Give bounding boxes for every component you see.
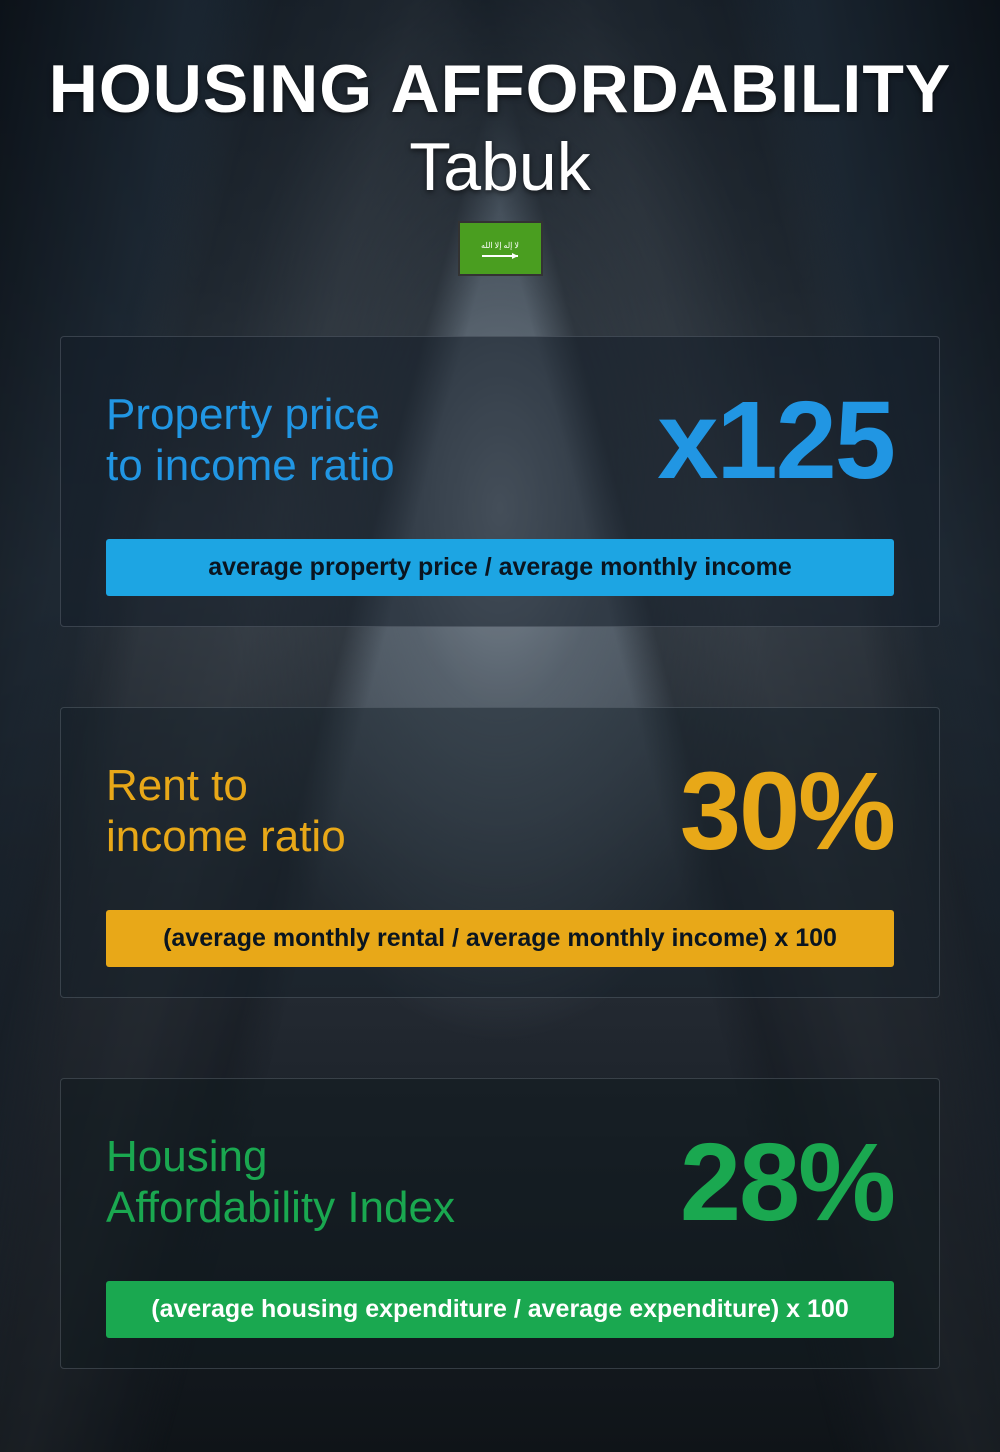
metric-label: Property price to income ratio xyxy=(106,390,395,491)
metric-card-price-income: Property price to income ratio x125 aver… xyxy=(60,336,940,627)
infographic-container: HOUSING AFFORDABILITY Tabuk لا إله إلا ا… xyxy=(0,0,1000,1452)
metric-row: Housing Affordability Index 28% xyxy=(106,1119,894,1246)
metric-value: 30% xyxy=(680,748,894,875)
metric-formula: (average monthly rental / average monthl… xyxy=(106,910,894,967)
metric-card-rent-income: Rent to income ratio 30% (average monthl… xyxy=(60,707,940,998)
metric-card-affordability-index: Housing Affordability Index 28% (average… xyxy=(60,1078,940,1369)
metric-formula: (average housing expenditure / average e… xyxy=(106,1281,894,1338)
svg-text:لا إله إلا الله: لا إله إلا الله xyxy=(481,241,519,250)
metric-value: x125 xyxy=(657,377,894,504)
metric-row: Property price to income ratio x125 xyxy=(106,377,894,504)
flag-icon: لا إله إلا الله xyxy=(458,221,543,276)
header: HOUSING AFFORDABILITY Tabuk لا إله إلا ا… xyxy=(45,50,955,276)
metric-row: Rent to income ratio 30% xyxy=(106,748,894,875)
metric-label: Housing Affordability Index xyxy=(106,1132,455,1233)
city-name: Tabuk xyxy=(45,128,955,206)
metric-formula: average property price / average monthly… xyxy=(106,539,894,596)
page-title: HOUSING AFFORDABILITY xyxy=(45,50,955,128)
metric-label: Rent to income ratio xyxy=(106,761,346,862)
metric-value: 28% xyxy=(680,1119,894,1246)
